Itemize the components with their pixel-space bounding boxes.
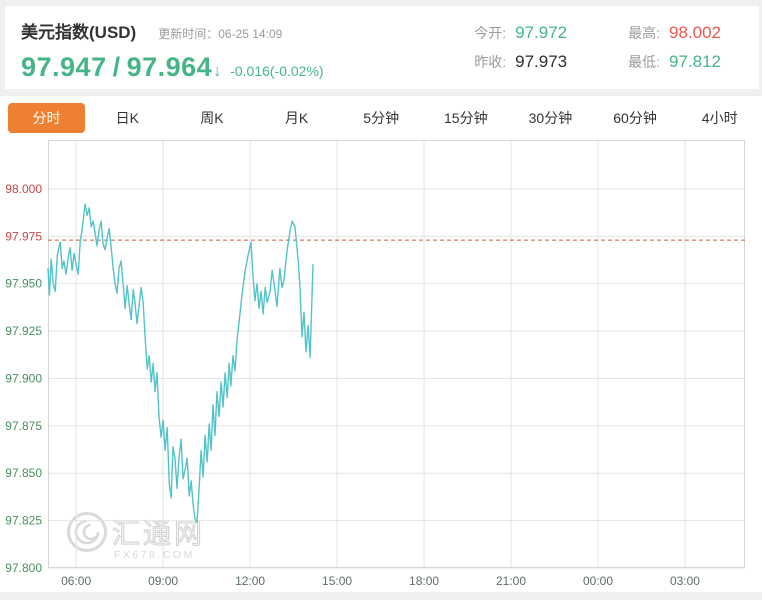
price-line (47, 203, 314, 524)
watermark-site: FX678.COM (114, 549, 195, 561)
x-tick-label: 00:00 (583, 574, 613, 588)
tab-日K[interactable]: 日K (115, 110, 139, 126)
x-tick-label: 18:00 (409, 574, 439, 588)
watermark-name: 汇通网 (112, 518, 205, 549)
y-tick-label: 97.900 (5, 371, 42, 385)
interval-tab-bar: 分时 日K 周K 月K 5分钟 15分钟 30分钟 60分钟 4小时 (0, 96, 762, 140)
x-tick-label: 09:00 (148, 574, 178, 588)
tab-30分钟[interactable]: 30分钟 (528, 110, 573, 126)
bid-price: 97.947 (21, 52, 107, 82)
y-tick-label: 97.875 (5, 419, 42, 433)
quote-stats: 今开: 97.972 最高: 98.002 昨收: 97.973 最低: 97.812 (474, 23, 721, 72)
x-tick-label: 03:00 (670, 574, 700, 588)
tab-60分钟[interactable]: 60分钟 (613, 110, 657, 126)
stat-label: 今开: (474, 25, 507, 41)
tab-周K[interactable]: 周K (200, 110, 224, 126)
y-tick-label: 97.975 (5, 229, 42, 243)
ask-price: 97.964 (126, 52, 213, 82)
tab-月K[interactable]: 月K (284, 110, 309, 126)
quote-header: 美元指数(USD) 更新时间：06-25 14:09 97.947 / 97.9… (5, 6, 759, 89)
tab-5分钟[interactable]: 5分钟 (363, 110, 400, 126)
x-tick-label: 21:00 (496, 574, 526, 588)
stat-value: 97.972 (515, 23, 568, 42)
watermark-logo: 汇通网 FX678.COM (67, 512, 205, 561)
chart-area[interactable]: 汇通网 FX678.COM 98.000 97.975 97.950 97.925 97… (0, 140, 762, 592)
title-row: 美元指数(USD) 更新时间：06-25 14:09 (21, 18, 759, 43)
price-change: -0.016(-0.02%) (230, 63, 324, 79)
x-tick-label: 12:00 (235, 574, 265, 588)
stat-value: 98.002 (669, 23, 721, 42)
price-row: 97.947 / 97.964 ↓ -0.016(-0.02%) (21, 52, 759, 83)
y-tick-label: 97.800 (5, 561, 42, 575)
tab-分时[interactable]: 分时 (8, 103, 85, 133)
y-tick-label: 97.950 (5, 277, 42, 291)
update-time-label: 更新时间： (158, 27, 219, 41)
stat-label: 昨收: (474, 54, 507, 70)
instrument-title: 美元指数(USD) (21, 23, 137, 42)
x-tick-label: 15:00 (322, 574, 352, 588)
y-tick-label: 97.825 (5, 514, 42, 528)
stat-value: 97.973 (515, 52, 568, 71)
tab-15分钟[interactable]: 15分钟 (444, 110, 488, 126)
stat-value: 97.812 (669, 52, 721, 71)
update-time: 更新时间：06-25 14:09 (158, 25, 282, 42)
update-time-value: 06-25 14:09 (218, 27, 283, 41)
watermark-swirl-icon (74, 519, 100, 545)
down-arrow-icon: ↓ (213, 63, 222, 80)
watermark-ring (67, 512, 107, 552)
intraday-chart[interactable]: 汇通网 FX678.COM 98.000 97.975 97.950 97.925 97… (0, 140, 762, 592)
plot-border (48, 140, 745, 568)
stat-label: 最低: (628, 54, 660, 70)
tab-4小时[interactable]: 4小时 (701, 110, 738, 126)
y-tick-label: 97.925 (5, 324, 42, 338)
y-tick-label: 97.850 (5, 466, 42, 480)
stat-label: 最高: (628, 25, 660, 41)
price-separator: / (112, 52, 121, 82)
x-tick-label: 06:00 (61, 574, 91, 588)
y-tick-label: 98.000 (5, 182, 42, 196)
